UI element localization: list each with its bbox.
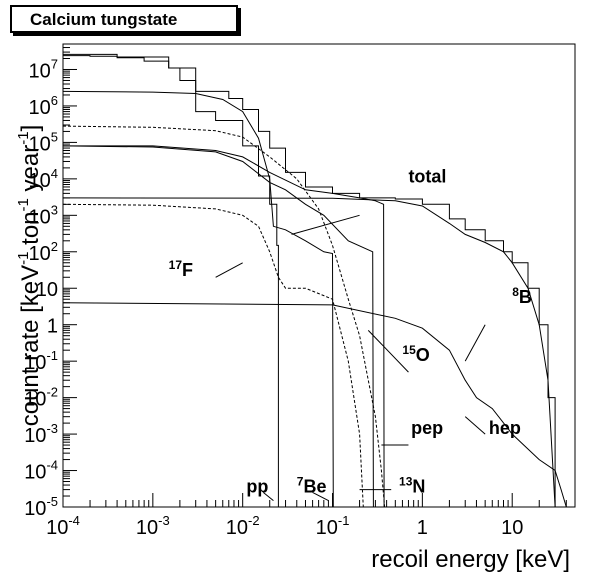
x-tick-label-1: 10-3 xyxy=(136,513,170,539)
annotation-label-1: 17F xyxy=(169,258,193,280)
y-tick-label-8: 103 xyxy=(29,202,58,228)
series-pep-line xyxy=(63,145,385,508)
annotation-label-8: 7Be xyxy=(297,474,327,496)
x-axis-label: recoil energy [keV] xyxy=(371,546,570,572)
y-tick-label-5: 1 xyxy=(47,316,58,338)
y-tick-label-12: 107 xyxy=(29,56,58,82)
annotation-label-6: 13N xyxy=(399,474,425,496)
series-15o-line xyxy=(62,125,386,508)
series-total-line xyxy=(63,53,556,507)
chart-title: Calcium tungstate xyxy=(30,10,178,29)
annotation-pointer-7 xyxy=(263,492,274,501)
series-13n-line xyxy=(62,145,374,508)
x-tick-label-5: 10 xyxy=(501,517,523,539)
x-tick-label-3: 10-1 xyxy=(316,513,350,539)
y-tick-label-10: 105 xyxy=(29,129,58,155)
series-17f-line xyxy=(62,203,364,508)
annotation-label-0: total xyxy=(408,166,446,186)
annotation-pointer-1 xyxy=(215,262,243,278)
y-tick-label-4: 10-1 xyxy=(24,348,58,374)
series-pp-line xyxy=(63,55,279,507)
series-hep-line xyxy=(62,302,567,508)
chart-title-box: Calcium tungstate xyxy=(10,5,238,33)
annotation-pointer-5 xyxy=(464,416,486,435)
x-tick-label-2: 10-2 xyxy=(226,513,260,539)
y-tick-label-6: 10 xyxy=(36,279,58,301)
series-8b-line xyxy=(62,197,556,508)
series-7be-line xyxy=(62,90,334,508)
y-tick-label-2: 10-3 xyxy=(24,421,58,447)
x-tick-label-4: 1 xyxy=(417,517,428,539)
annotation-pointer-2 xyxy=(464,324,486,362)
y-tick-label-3: 10-2 xyxy=(24,385,58,411)
x-tick-label-0: 10-4 xyxy=(46,513,80,539)
annotation-label-3: 15O xyxy=(402,343,429,365)
y-tick-label-11: 106 xyxy=(29,93,58,119)
annotation-label-2: 8B xyxy=(512,285,532,307)
y-tick-label-7: 102 xyxy=(29,239,58,265)
y-tick-label-1: 10-4 xyxy=(24,458,58,484)
annotation-label-5: hep xyxy=(489,418,521,438)
annotation-label-4: pep xyxy=(411,418,443,438)
annotation-pointer-3 xyxy=(367,330,409,373)
y-axis-label: count rate [keV-1 ton-1 year-1] xyxy=(15,125,44,427)
annotation-pointer-8 xyxy=(312,492,329,502)
y-tick-label-0: 10-5 xyxy=(24,494,58,520)
annotation-pointer-0 xyxy=(291,214,360,235)
y-tick-label-9: 104 xyxy=(29,166,58,192)
annotation-label-7: pp xyxy=(246,476,268,496)
